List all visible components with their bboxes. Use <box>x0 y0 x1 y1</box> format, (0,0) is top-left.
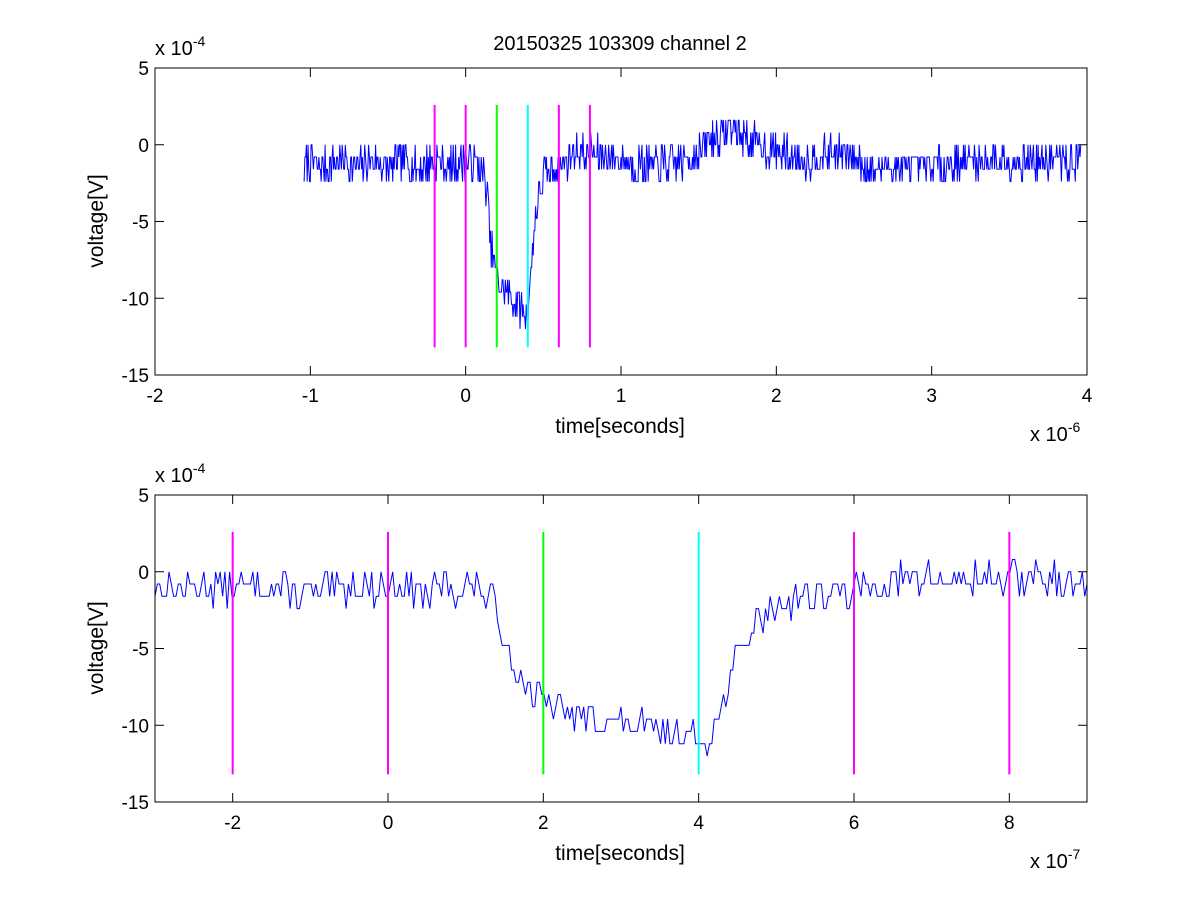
x-tick-label: 2 <box>538 813 549 834</box>
bottom-y-axis-label: voltage[V] <box>85 601 108 694</box>
y-tick-label: 5 <box>138 59 149 80</box>
y-tick-label: -5 <box>132 640 149 661</box>
top-x-axis-label: time[seconds] <box>555 415 685 438</box>
bottom-x-axis-label: time[seconds] <box>555 842 685 865</box>
y-tick-label: -10 <box>122 716 149 737</box>
y-tick-label: 0 <box>138 136 149 157</box>
top-x-exponent: x 10-6 <box>1030 419 1080 446</box>
top-x-ticks: -2 -1 0 1 2 3 4 <box>147 68 1093 407</box>
x-tick-label: 8 <box>1004 813 1015 834</box>
x-tick-label: 4 <box>1082 386 1093 407</box>
y-tick-label: -5 <box>132 213 149 234</box>
x-tick-label: -1 <box>302 386 319 407</box>
bottom-x-ticks: -2 0 2 4 6 8 <box>224 495 1015 834</box>
top-y-ticks: 5 0 -5 -10 -15 <box>122 59 1087 387</box>
y-tick-label: -15 <box>122 793 149 814</box>
bottom-axes-box <box>154 494 1088 803</box>
bottom-plot-area <box>154 531 1088 775</box>
x-tick-label: 6 <box>849 813 860 834</box>
top-plot-area <box>303 104 1082 348</box>
bottom-y-exponent: x 10-4 <box>155 460 205 487</box>
chart-title: 20150325 103309 channel 2 <box>493 33 747 55</box>
x-tick-label: -2 <box>224 813 241 834</box>
y-tick-label: 5 <box>138 486 149 507</box>
top-subplot: 20150325 103309 channel 2 x 10-4 50-5-10… <box>85 33 1093 446</box>
top-axes-box <box>154 67 1088 376</box>
x-tick-label: 2 <box>771 386 782 407</box>
x-tick-label: 4 <box>693 813 704 834</box>
y-tick-label: -15 <box>122 366 149 387</box>
top-y-exponent: x 10-4 <box>155 33 205 60</box>
y-tick-label: -10 <box>122 289 149 310</box>
top-y-axis-label: voltage[V] <box>85 174 108 267</box>
x-tick-label: 3 <box>926 386 937 407</box>
x-tick-label: 1 <box>616 386 627 407</box>
signal-series-line <box>154 559 1088 757</box>
bottom-x-exponent: x 10-7 <box>1030 846 1080 873</box>
bottom-y-ticks: 5 0 -5 -10 -15 <box>122 486 1087 814</box>
x-tick-label: 0 <box>460 386 471 407</box>
x-tick-label: -2 <box>147 386 164 407</box>
x-tick-label: 0 <box>383 813 394 834</box>
bottom-subplot: x 10-4 50-5-10-15 -2 0 2 4 6 8 time[seconds] … <box>85 460 1088 873</box>
signal-series-line <box>303 119 1082 329</box>
y-tick-label: 0 <box>138 563 149 584</box>
